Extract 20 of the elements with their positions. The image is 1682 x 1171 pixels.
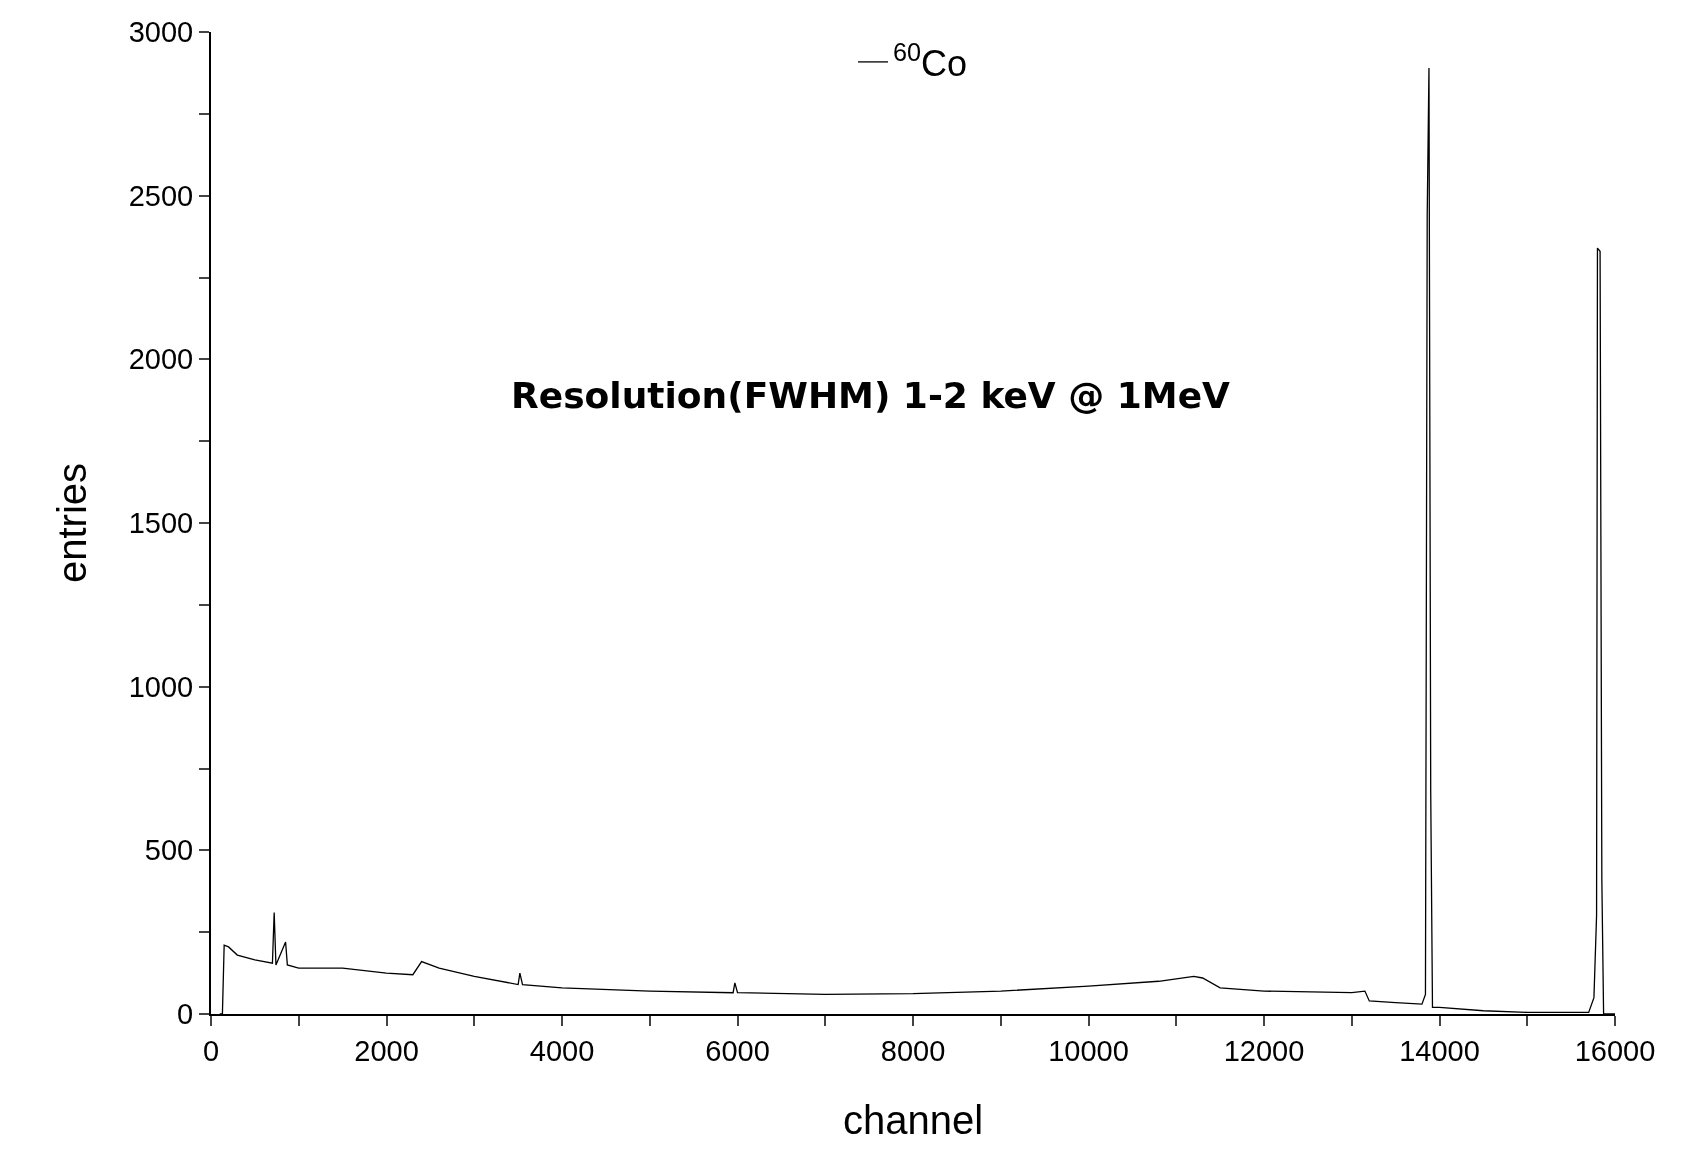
x-axis-title: channel xyxy=(842,1097,984,1142)
x-tick-label: 0 xyxy=(202,1034,220,1067)
x-tick-label: 8000 xyxy=(880,1034,946,1067)
x-tick-label: 14000 xyxy=(1399,1034,1480,1067)
y-tick-label: 3000 xyxy=(128,16,194,49)
y-axis-title: entries xyxy=(49,462,94,584)
x-tick-label: 6000 xyxy=(705,1034,770,1067)
x-tick-label: 16000 xyxy=(1574,1034,1656,1067)
y-tick-label: 1000 xyxy=(128,670,194,703)
x-tick-label: 2000 xyxy=(354,1034,419,1067)
x-tick-label: 12000 xyxy=(1223,1034,1305,1067)
x-tick-label: 4000 xyxy=(529,1034,595,1067)
y-tick-label: 2500 xyxy=(128,179,194,212)
annotation: Resolution(FWHM) 1-2 keV @ 1MeV xyxy=(511,375,1231,416)
legend-label: $^{60}$Co xyxy=(893,37,968,84)
y-tick-label: 2000 xyxy=(128,343,194,376)
x-tick-label: 10000 xyxy=(1048,1034,1129,1067)
y-tick-label: 500 xyxy=(144,834,194,867)
y-tick-label: 0 xyxy=(177,998,194,1031)
y-tick-label: 1500 xyxy=(128,507,194,540)
